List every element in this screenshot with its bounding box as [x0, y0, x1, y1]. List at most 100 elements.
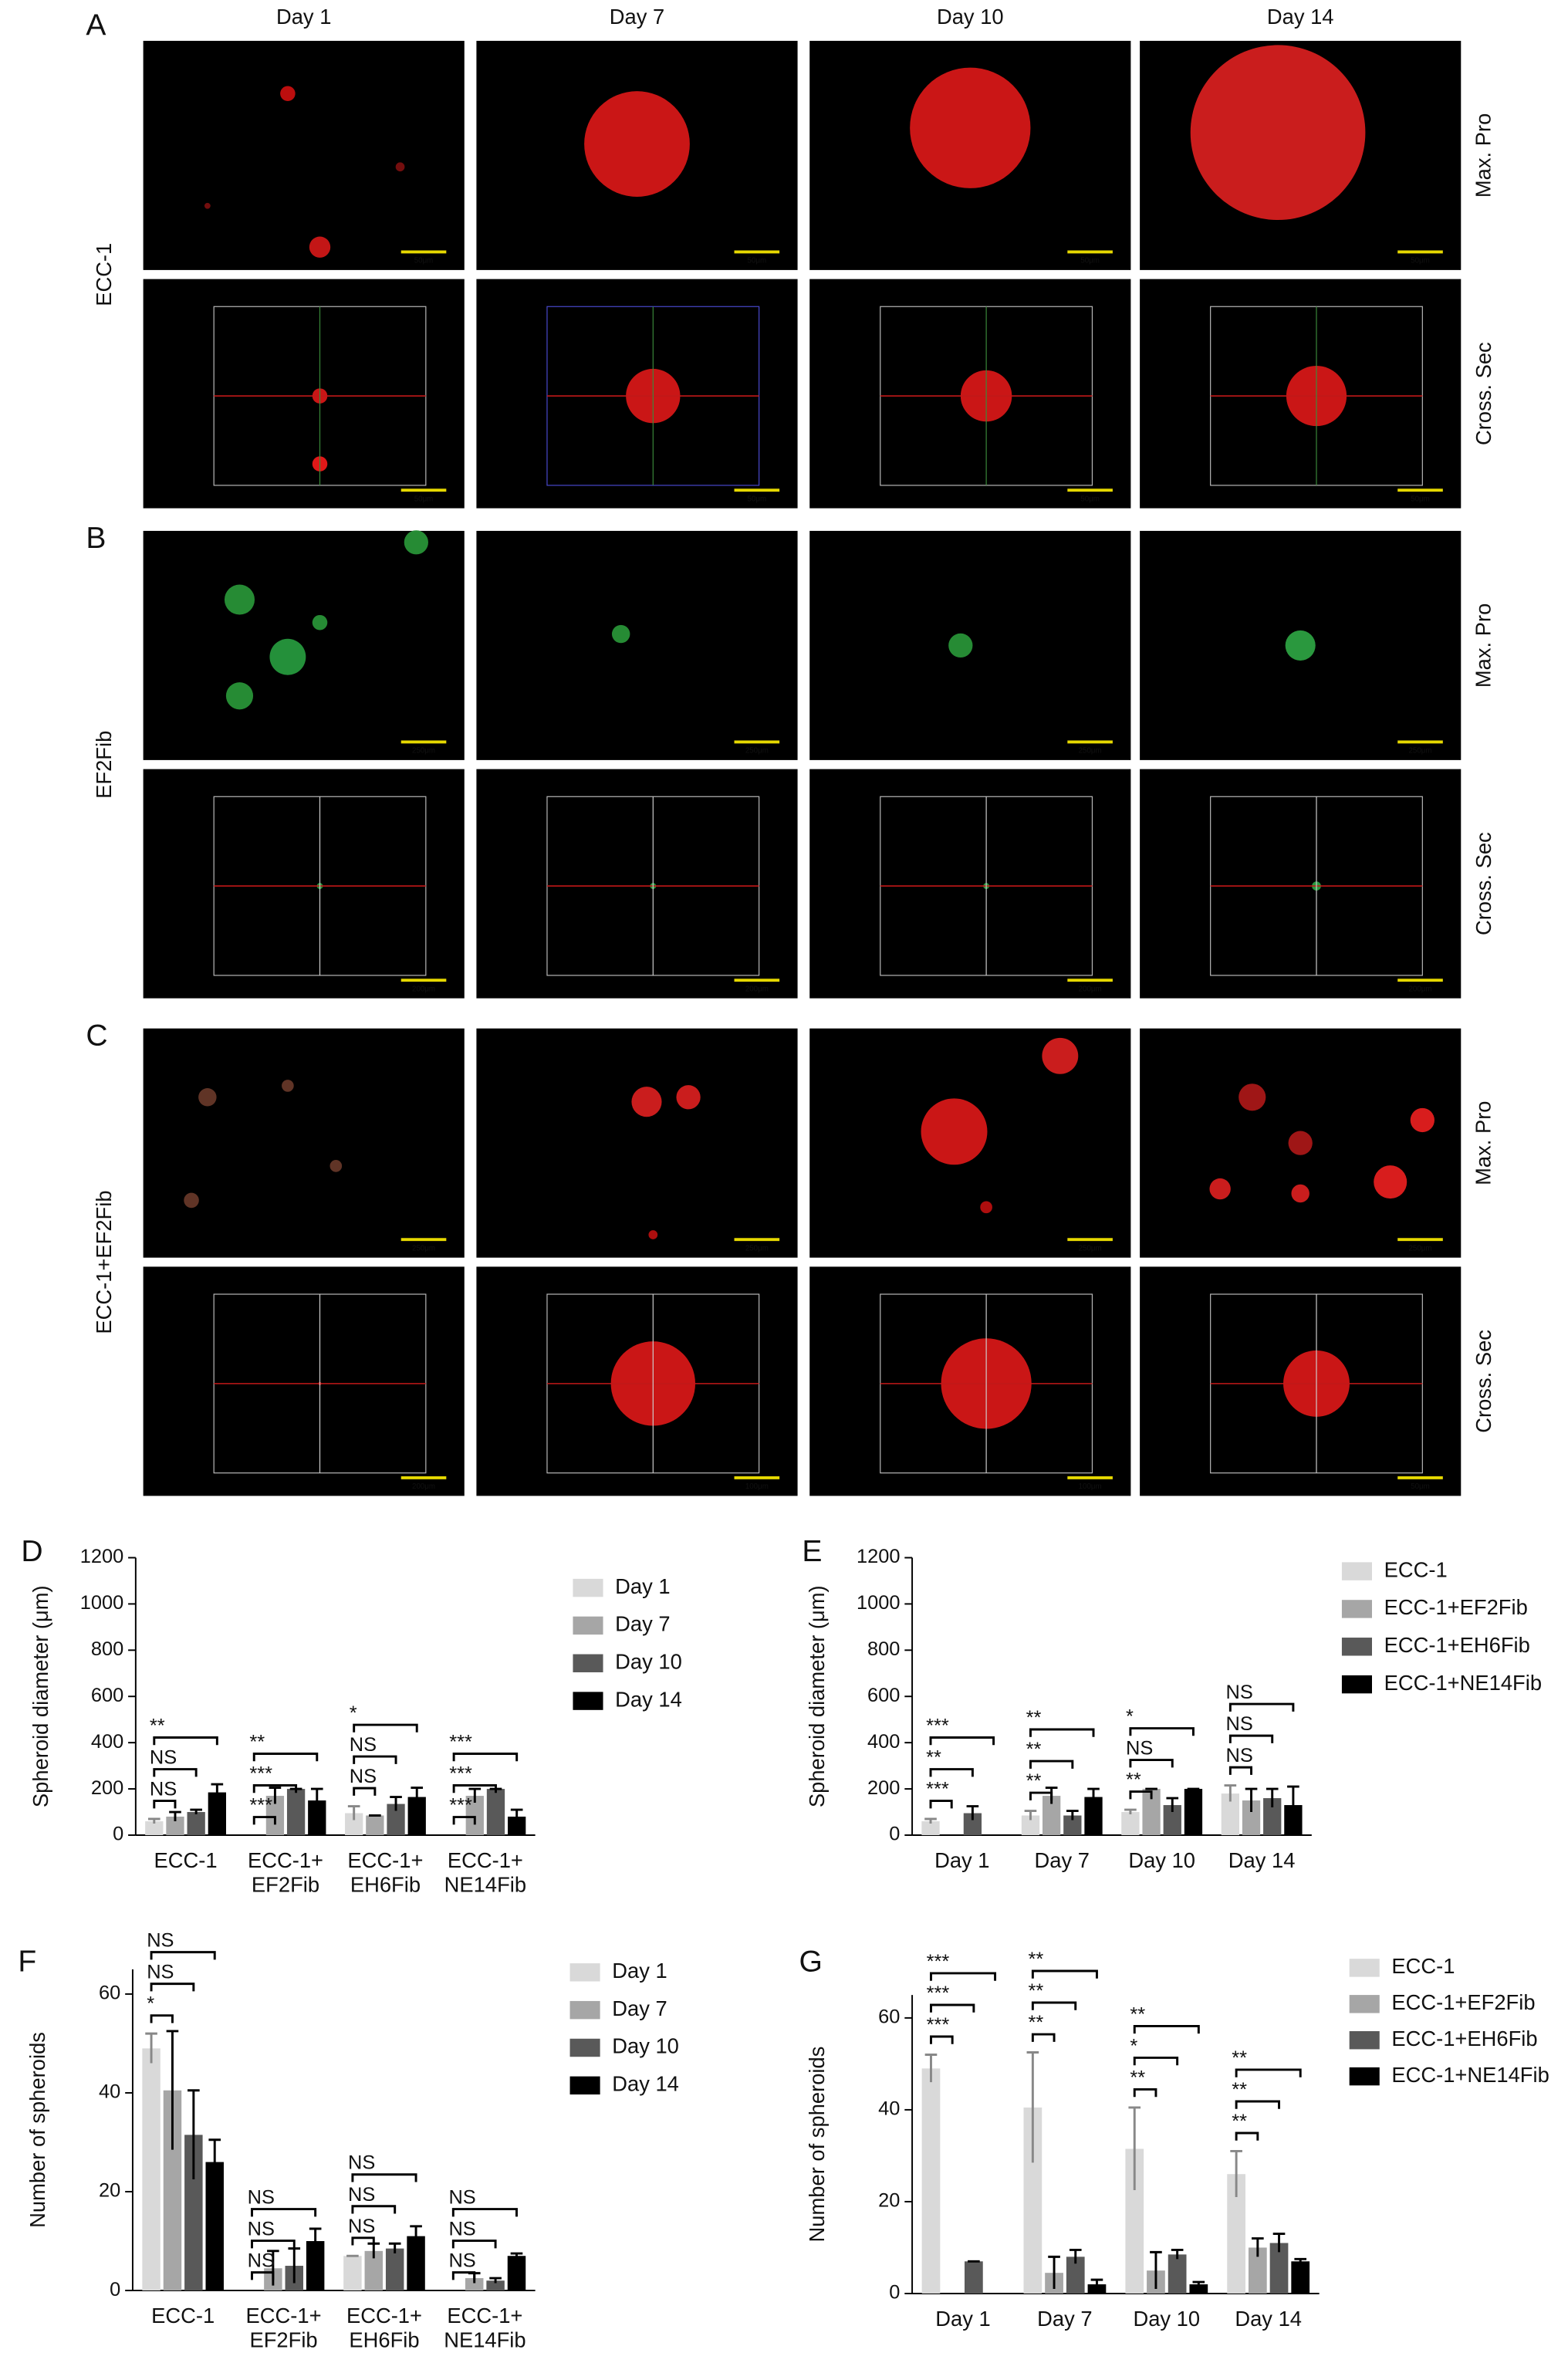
scale-bar-label: 50μm	[1411, 1482, 1430, 1491]
significance-bracket	[1133, 2088, 1157, 2098]
bar	[1021, 1815, 1040, 1835]
significance-bracket	[251, 2240, 296, 2249]
significance-bracket	[930, 2003, 975, 2013]
significance-bracket	[1031, 1969, 1098, 1979]
fluorescent-blob	[225, 682, 254, 710]
error-bar	[1192, 2280, 1205, 2287]
legend-label: ECC-1+EF2Fib	[1384, 1595, 1528, 1619]
significance-label: **	[1130, 2067, 1145, 2088]
significance-bracket	[353, 1723, 418, 1733]
error-bar	[924, 1817, 937, 1824]
scale-bar-label: 250μm	[1079, 1245, 1102, 1253]
error-bar	[390, 1796, 402, 1811]
error-bar	[310, 1787, 323, 1813]
micrograph: 200μm	[809, 769, 1131, 999]
error-bar	[966, 1805, 979, 1820]
bar	[145, 1821, 164, 1835]
bar	[1189, 2284, 1208, 2294]
x-tick-label: ECC-1+ NE14Fib	[444, 1848, 526, 1896]
bar	[407, 1797, 426, 1835]
micrograph: 50μm	[809, 279, 1131, 509]
significance-label: *	[350, 1702, 357, 1724]
bar	[964, 2261, 983, 2294]
legend-swatch	[1349, 2067, 1380, 2086]
error-bar	[1128, 2106, 1141, 2191]
fluorescent-blob	[184, 1192, 199, 1209]
legend-swatch	[573, 1578, 603, 1597]
bar	[187, 1812, 205, 1835]
scale-bar-label: 200μm	[412, 985, 435, 993]
error-bar	[1294, 2257, 1307, 2264]
fluorescent-blob	[631, 1087, 662, 1117]
significance-label: NS	[1225, 1682, 1252, 1703]
fluorescent-blob	[269, 638, 306, 675]
bar	[1263, 1798, 1282, 1835]
error-bar	[208, 2138, 221, 2185]
bar	[205, 2162, 224, 2291]
error-bar	[1024, 1810, 1037, 1820]
legend-label: Day 10	[615, 1649, 682, 1673]
significance-bracket	[1029, 1760, 1074, 1769]
error-bar	[169, 1810, 181, 1822]
significance-bracket	[451, 2271, 476, 2280]
significance-label: *	[1126, 1706, 1134, 1728]
micrograph: 250μm	[1140, 530, 1462, 760]
fluorescent-blob	[980, 1201, 992, 1214]
bar	[166, 1817, 184, 1835]
x-tick-line: ECC-1+	[347, 1848, 423, 1872]
error-bar	[1090, 2278, 1103, 2290]
bar	[286, 1789, 306, 1835]
error-bar	[924, 2054, 938, 2083]
scale-bar-label: 50μm	[1411, 257, 1430, 265]
image-background	[143, 1266, 465, 1496]
legend-label: ECC-1+EF2Fib	[1391, 1990, 1535, 2014]
y-tick-label: 40	[99, 2081, 120, 2103]
significance-bracket	[251, 2271, 275, 2280]
bar	[142, 2048, 161, 2291]
bar	[1163, 1805, 1181, 1835]
significance-label: ***	[449, 1732, 472, 1753]
significance-label: **	[1026, 1707, 1042, 1729]
significance-label: NS	[348, 2184, 375, 2206]
legend-label: Day 1	[612, 1959, 667, 1983]
legend-label: Day 14	[615, 1687, 682, 1711]
significance-label: NS	[448, 2187, 475, 2209]
fluorescent-blob	[584, 91, 690, 197]
scale-bar-label: 50μm	[748, 257, 767, 265]
significance-bracket	[150, 2014, 174, 2023]
significance-bracket	[1133, 2056, 1179, 2066]
row-label: ECC-1	[92, 243, 116, 306]
scale-bar-label: 50μm	[1080, 257, 1100, 265]
significance-label: **	[1232, 2047, 1247, 2069]
legend-swatch	[1349, 2030, 1380, 2050]
legend-swatch	[1341, 1638, 1372, 1656]
significance-bracket	[351, 2173, 417, 2182]
x-tick-line: ECC-1+	[246, 2304, 322, 2328]
legend-label: Day 7	[612, 1996, 667, 2020]
error-bar	[347, 1805, 360, 1820]
micrograph: 50μm	[476, 40, 798, 270]
fluorescent-blob	[1291, 1184, 1309, 1203]
error-bar	[188, 2089, 200, 2179]
x-tick-label: Day 1	[934, 1848, 989, 1872]
bar	[407, 2236, 425, 2291]
significance-bracket	[1133, 2024, 1200, 2034]
y-tick-label: 400	[867, 1731, 900, 1753]
significance-label: **	[1028, 1949, 1043, 1970]
x-tick-label: ECC-1	[151, 2304, 215, 2328]
x-tick-label: ECC-1+ NE14Fib	[444, 2304, 525, 2351]
significance-bracket	[351, 2205, 397, 2214]
fluorescent-blob	[910, 67, 1031, 188]
y-tick-label: 60	[99, 1983, 120, 2004]
significance-label: NS	[350, 1734, 377, 1756]
micrograph: 50μm	[1140, 279, 1462, 509]
fluorescent-blob	[329, 1160, 343, 1172]
x-tick-line: Day 14	[1228, 1848, 1296, 1872]
significance-label: ***	[927, 2014, 950, 2036]
fluorescent-blob	[1410, 1107, 1435, 1133]
micrograph: 250μm	[1140, 1028, 1462, 1258]
legend-swatch	[573, 1616, 603, 1635]
y-tick-label: 1200	[857, 1546, 900, 1567]
